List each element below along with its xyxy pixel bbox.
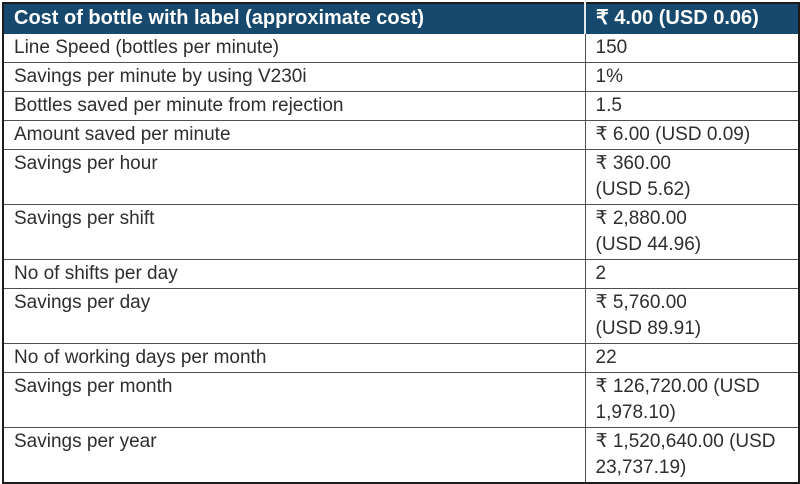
row-label-savings-per-hour: Savings per hour (2, 149, 586, 205)
row-label-savings-per-shift: Savings per shift (2, 204, 586, 260)
row-label-bottles-saved: Bottles saved per minute from rejection (2, 91, 586, 121)
row-value-line-speed: 150 (584, 33, 800, 63)
table-row: No of working days per month 22 (2, 343, 800, 373)
table-row: No of shifts per day 2 (2, 259, 800, 289)
row-label-savings-per-day: Savings per day (2, 288, 586, 344)
row-label-savings-per-year: Savings per year (2, 427, 586, 484)
row-label-savings-per-minute-pct: Savings per minute by using V230i (2, 62, 586, 92)
row-label-shifts-per-day: No of shifts per day (2, 259, 586, 289)
header-cost-label: Cost of bottle with label (approximate c… (2, 3, 586, 34)
table-header-row: Cost of bottle with label (approximate c… (2, 3, 800, 34)
table-row: Savings per day ₹ 5,760.00 (USD 89.91) (2, 288, 800, 344)
table-row: Savings per minute by using V230i 1% (2, 62, 800, 92)
row-value-savings-per-year: ₹ 1,520,640.00 (USD 23,737.19) (584, 427, 800, 484)
row-value-savings-per-month: ₹ 126,720.00 (USD 1,978.10) (584, 372, 800, 428)
table-row: Savings per month ₹ 126,720.00 (USD 1,97… (2, 372, 800, 428)
table-row: Savings per hour ₹ 360.00 (USD 5.62) (2, 149, 800, 205)
row-value-savings-per-minute-pct: 1% (584, 62, 800, 92)
row-label-line-speed: Line Speed (bottles per minute) (2, 33, 586, 63)
table-row: Line Speed (bottles per minute) 150 (2, 33, 800, 63)
row-value-working-days-per-month: 22 (584, 343, 800, 373)
row-value-bottles-saved: 1.5 (584, 91, 800, 121)
row-value-savings-per-day: ₹ 5,760.00 (USD 89.91) (584, 288, 800, 344)
row-label-amount-saved-per-minute: Amount saved per minute (2, 120, 586, 150)
table-row: Amount saved per minute ₹ 6.00 (USD 0.09… (2, 120, 800, 150)
table-row: Bottles saved per minute from rejection … (2, 91, 800, 121)
table-row: Savings per year ₹ 1,520,640.00 (USD 23,… (2, 427, 800, 484)
row-value-shifts-per-day: 2 (584, 259, 800, 289)
row-value-savings-per-shift: ₹ 2,880.00 (USD 44.96) (584, 204, 800, 260)
table-row: Savings per shift ₹ 2,880.00 (USD 44.96) (2, 204, 800, 260)
row-label-savings-per-month: Savings per month (2, 372, 586, 428)
row-value-savings-per-hour: ₹ 360.00 (USD 5.62) (584, 149, 800, 205)
row-label-working-days-per-month: No of working days per month (2, 343, 586, 373)
row-value-amount-saved-per-minute: ₹ 6.00 (USD 0.09) (584, 120, 800, 150)
header-cost-value: ₹ 4.00 (USD 0.06) (584, 3, 800, 34)
